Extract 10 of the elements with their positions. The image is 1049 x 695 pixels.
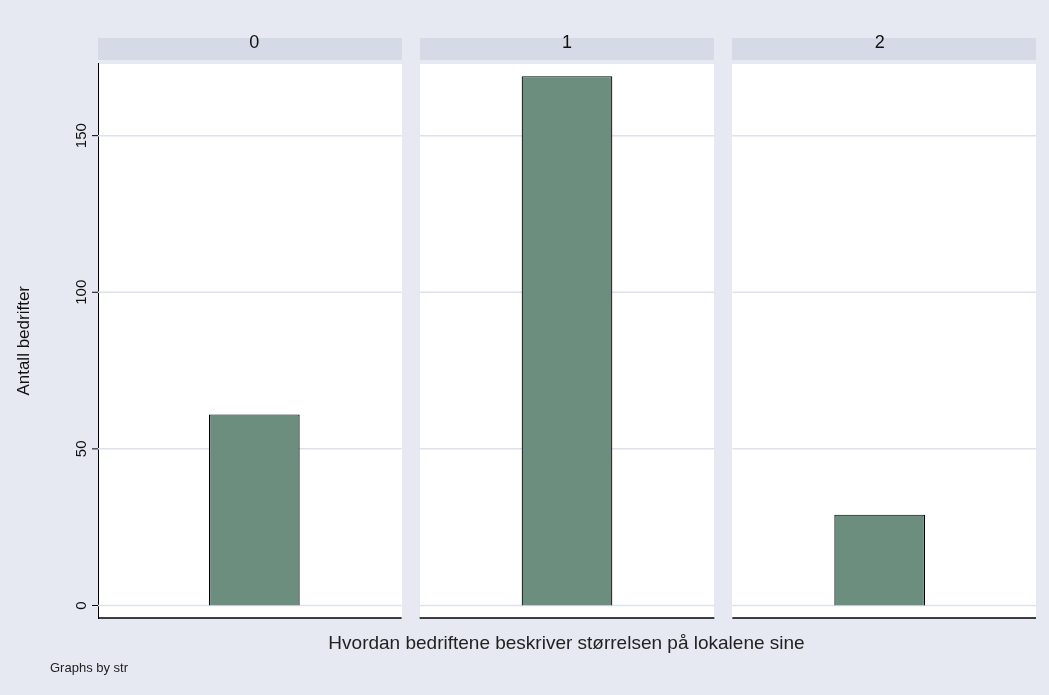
y-tick-label: 100 [71, 279, 89, 305]
y-tick-label: 0 [71, 601, 89, 610]
x-tick-label: 2 [874, 31, 885, 52]
y-tick-label: 50 [71, 440, 89, 458]
y-tick-label: 150 [71, 123, 89, 149]
x-axis-title: Hvordan bedriftene beskriver størrelsen på lokalene sine [327, 632, 806, 654]
x-tick-label: 1 [561, 31, 573, 52]
y-axis-title: Antall bedrifter [13, 285, 33, 396]
x-tick-label: 0 [249, 31, 260, 52]
text: Graphs by str [50, 660, 129, 675]
